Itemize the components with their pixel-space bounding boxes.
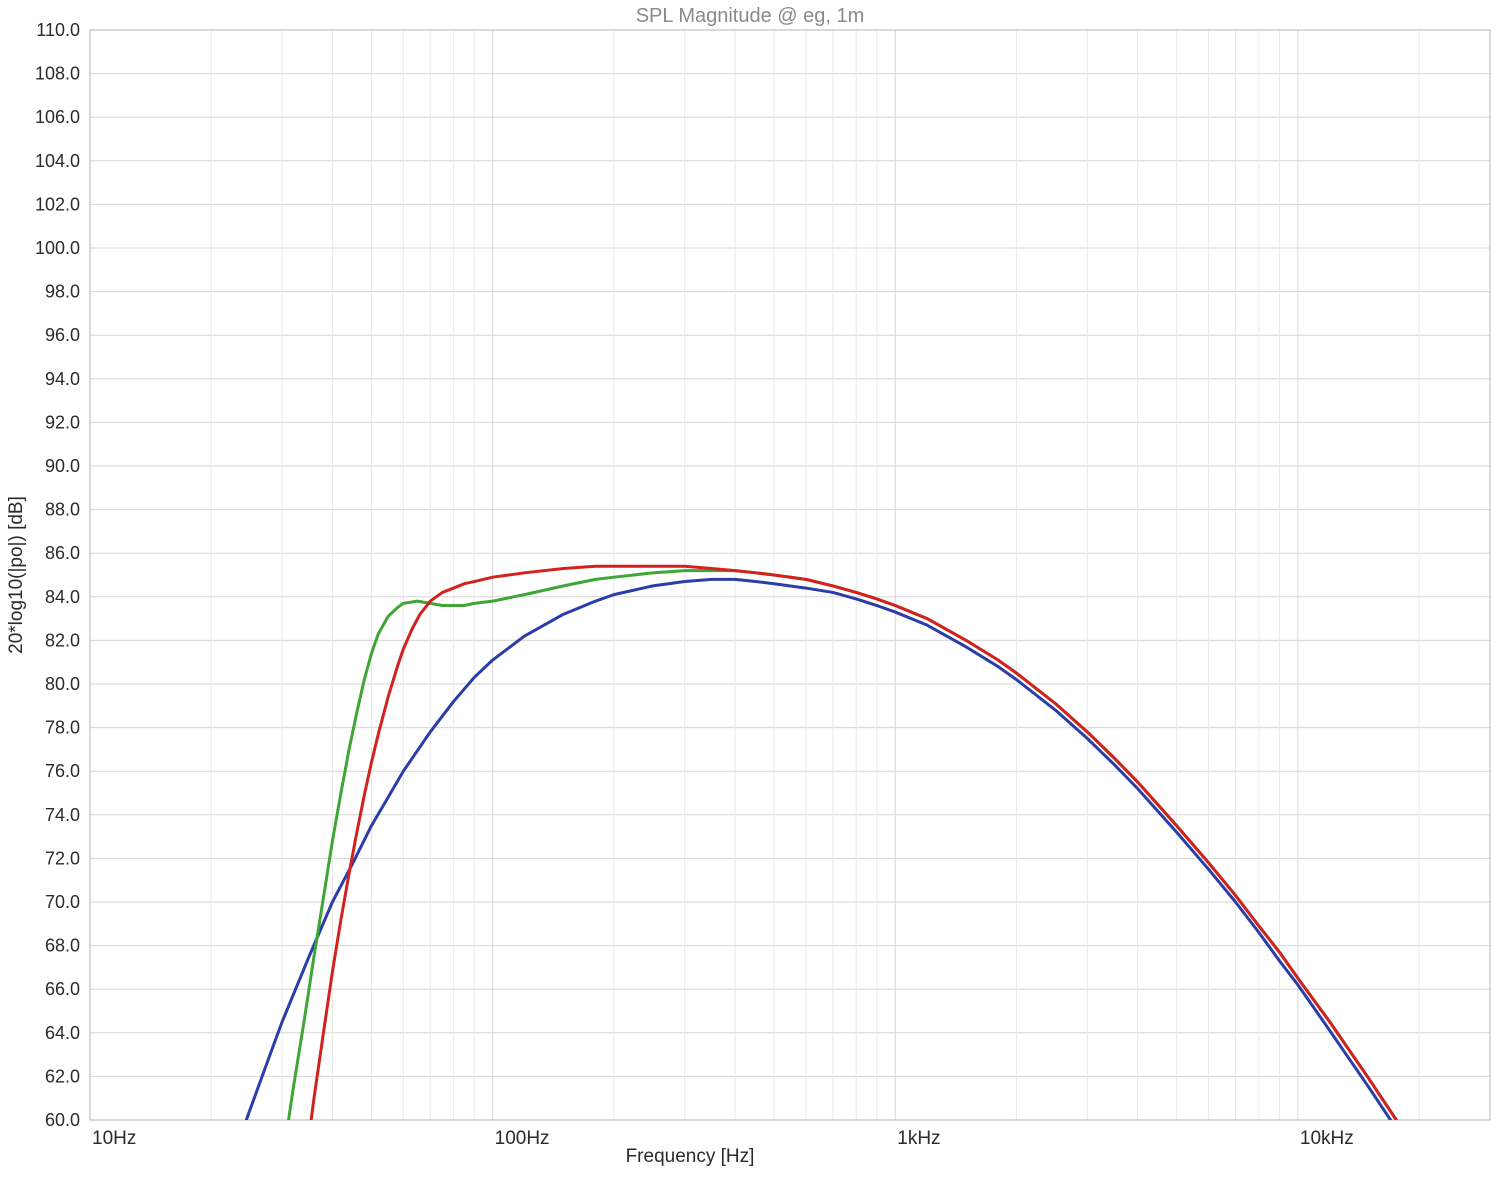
series-blue xyxy=(90,579,1490,1196)
y-tick-label: 82.0 xyxy=(45,630,80,650)
y-tick-label: 78.0 xyxy=(45,718,80,738)
y-tick-label: 106.0 xyxy=(35,107,80,127)
y-tick-labels: 60.0 62.0 64.0 66.0 68.0 70.0 72.0 74.0 76.0 78.0… xyxy=(35,20,80,1130)
y-tick-label: 108.0 xyxy=(35,64,80,84)
y-tick-label: 68.0 xyxy=(45,936,80,956)
chart-axes xyxy=(90,30,1490,1120)
y-tick-label: 84.0 xyxy=(45,587,80,607)
y-tick-label: 60.0 xyxy=(45,1110,80,1130)
y-tick-label: 64.0 xyxy=(45,1023,80,1043)
y-tick-label: 62.0 xyxy=(45,1066,80,1086)
y-tick-label: 96.0 xyxy=(45,325,80,345)
y-tick-label: 100.0 xyxy=(35,238,80,258)
y-tick-label: 102.0 xyxy=(35,194,80,214)
y-tick-label: 88.0 xyxy=(45,500,80,520)
y-tick-label: 72.0 xyxy=(45,848,80,868)
chart-svg: SPL Magnitude @ eg, 1m 60.062.064.066.06… xyxy=(0,0,1500,1196)
series-red xyxy=(90,566,1490,1196)
y-tick-label: 76.0 xyxy=(45,761,80,781)
x-tick-label: 100Hz xyxy=(495,1128,550,1149)
y-tick-label: 74.0 xyxy=(45,805,80,825)
y-tick-label: 92.0 xyxy=(45,412,80,432)
y-tick-label: 94.0 xyxy=(45,369,80,389)
y-tick-label: 104.0 xyxy=(35,151,80,171)
y-tick-label: 98.0 xyxy=(45,282,80,302)
chart-grid xyxy=(90,30,1490,1120)
y-tick-label: 90.0 xyxy=(45,456,80,476)
x-tick-label: 10kHz xyxy=(1300,1128,1354,1149)
y-tick-label: 86.0 xyxy=(45,543,80,563)
y-tick-label: 110.0 xyxy=(36,20,80,40)
chart-series xyxy=(90,566,1490,1196)
chart-title: SPL Magnitude @ eg, 1m xyxy=(636,5,865,27)
y-tick-label: 80.0 xyxy=(45,674,80,694)
y-tick-label: 66.0 xyxy=(45,979,80,999)
series-green xyxy=(90,571,1490,1196)
y-tick-label: 70.0 xyxy=(45,892,80,912)
y-axis-label: 20*log10(|po|) [dB] xyxy=(6,496,27,654)
x-axis-label: Frequency [Hz] xyxy=(626,1146,755,1167)
x-tick-label: 10Hz xyxy=(92,1128,136,1149)
spl-chart: SPL Magnitude @ eg, 1m 60.062.064.066.06… xyxy=(0,0,1500,1196)
x-tick-label: 1kHz xyxy=(897,1128,940,1149)
